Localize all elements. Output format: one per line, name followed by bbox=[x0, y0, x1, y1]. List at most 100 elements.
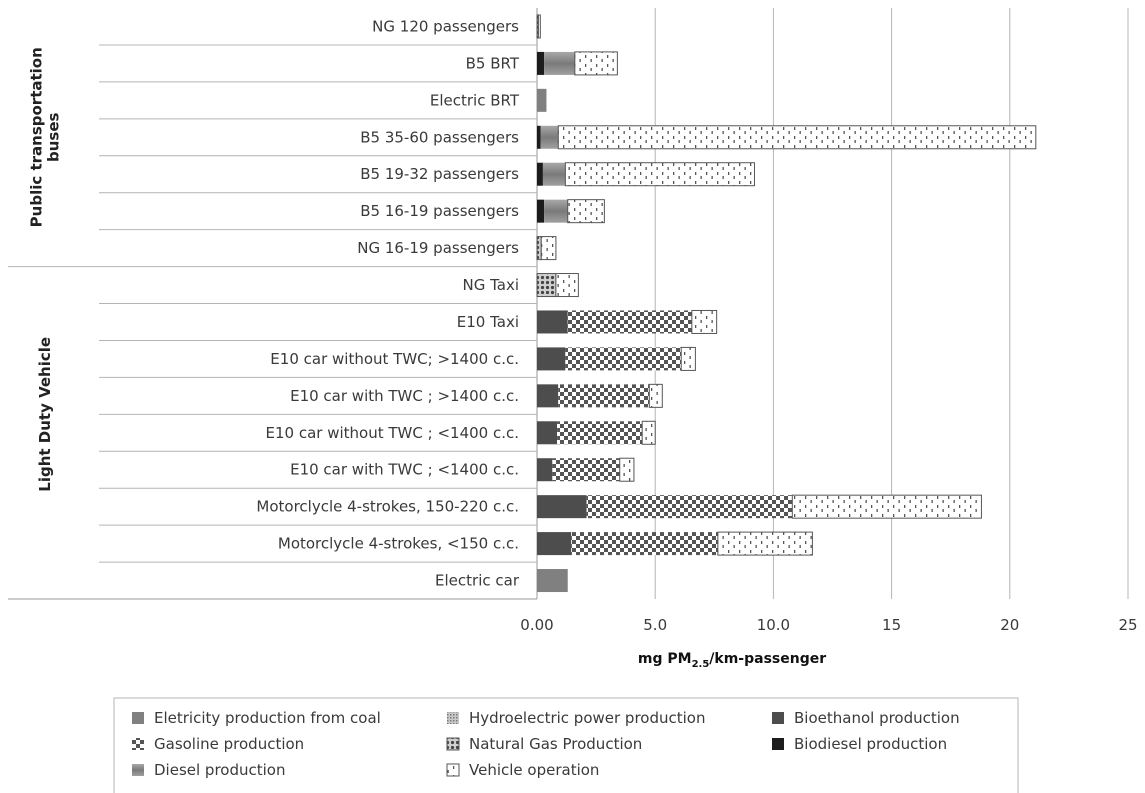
category-label: Motorclycle 4-strokes, <150 c.c. bbox=[278, 535, 519, 553]
legend-swatch bbox=[132, 712, 144, 724]
bar-segment bbox=[537, 199, 545, 223]
category-label: B5 BRT bbox=[466, 54, 520, 72]
legend-label: Eletricity production from coal bbox=[154, 709, 381, 727]
bar-segment bbox=[537, 310, 568, 334]
bar-segment bbox=[791, 494, 982, 519]
bar-segment bbox=[641, 420, 656, 445]
legend-label: Biodiesel production bbox=[794, 735, 947, 753]
category-label: B5 19-32 passengers bbox=[360, 165, 519, 183]
legend-label: Natural Gas Production bbox=[469, 735, 642, 753]
category-axis-frame bbox=[8, 8, 538, 600]
legend-item: Gasoline production bbox=[132, 735, 304, 753]
legend-label: Vehicle operation bbox=[469, 761, 599, 779]
group-label-line: Public transportation bbox=[28, 47, 46, 227]
category-label: NG Taxi bbox=[462, 276, 519, 294]
bar-segment bbox=[537, 569, 568, 593]
bar-segment bbox=[537, 162, 543, 186]
legend-label: Hydroelectric power production bbox=[469, 709, 705, 727]
x-tick-label: 20 bbox=[1000, 616, 1019, 634]
bar-segment bbox=[691, 309, 718, 334]
bar-segment bbox=[537, 347, 566, 371]
category-label: E10 car without TWC; >1400 c.c. bbox=[270, 350, 519, 368]
legend-item: Eletricity production from coal bbox=[132, 709, 381, 727]
x-tick-label: 25 bbox=[1118, 616, 1137, 634]
x-axis-title: mg PM2.5/km-passenger bbox=[638, 651, 826, 670]
category-label: B5 35-60 passengers bbox=[360, 128, 519, 146]
group-label: Light Duty Vehicle bbox=[36, 337, 54, 492]
bar-segment bbox=[558, 384, 650, 408]
bar-segment bbox=[574, 51, 618, 76]
bar-segment bbox=[537, 14, 541, 39]
legend-frame bbox=[113, 697, 1019, 793]
bar-segment bbox=[544, 199, 568, 223]
category-label: E10 car with TWC ; >1400 c.c. bbox=[290, 387, 519, 405]
category-label: B5 16-19 passengers bbox=[360, 202, 519, 220]
legend-swatch bbox=[446, 737, 460, 751]
legend-swatch bbox=[132, 738, 144, 750]
legend-swatch bbox=[772, 712, 784, 724]
legend-item: Hydroelectric power production bbox=[447, 709, 705, 727]
x-tick-label: 5.0 bbox=[643, 616, 667, 634]
legend-label: Bioethanol production bbox=[794, 709, 960, 727]
bar-segment bbox=[537, 51, 545, 75]
bar-segment bbox=[540, 125, 559, 149]
bar-segment bbox=[536, 273, 557, 298]
bar-segment bbox=[648, 383, 663, 408]
x-tick-label: 15 bbox=[882, 616, 901, 634]
legend-item: Vehicle operation bbox=[446, 761, 599, 779]
bar-segment bbox=[537, 88, 547, 112]
bar-segment bbox=[567, 310, 692, 334]
category-label: E10 car without TWC ; <1400 c.c. bbox=[266, 424, 519, 442]
legend-swatch bbox=[446, 763, 460, 777]
bar-segment bbox=[565, 347, 682, 371]
bar-segment bbox=[537, 458, 553, 482]
x-tick-label: 0.00 bbox=[520, 616, 553, 634]
category-label: Electric car bbox=[435, 572, 520, 590]
bar-segment bbox=[586, 495, 793, 519]
legend-item: Natural Gas Production bbox=[446, 735, 642, 753]
category-label: E10 Taxi bbox=[457, 313, 519, 331]
x-axis-title-subscript: 2.5 bbox=[692, 659, 710, 670]
legend-label: Diesel production bbox=[154, 761, 285, 779]
bar-segment bbox=[536, 236, 542, 261]
bar-segment bbox=[717, 531, 813, 556]
bar-segment bbox=[537, 125, 541, 149]
bar-segment bbox=[680, 346, 696, 371]
legend-item: Bioethanol production bbox=[772, 709, 960, 727]
bar-segments bbox=[536, 14, 1037, 593]
legend-item: Biodiesel production bbox=[772, 735, 947, 753]
bar-segment bbox=[619, 457, 635, 482]
group-labels: Public transportationbuses Light Duty Veh… bbox=[28, 47, 63, 492]
bar-segment bbox=[555, 273, 579, 298]
category-label: Motorclycle 4-strokes, 150-220 c.c. bbox=[256, 498, 519, 516]
legend-swatch bbox=[447, 712, 459, 724]
legend-label: Gasoline production bbox=[154, 735, 304, 753]
x-tick-label: 10.0 bbox=[757, 616, 790, 634]
group-label: Public transportationbuses bbox=[28, 47, 63, 227]
category-label: Electric BRT bbox=[430, 91, 520, 109]
bar-segment bbox=[564, 162, 755, 187]
group-label-line: Light Duty Vehicle bbox=[36, 337, 54, 492]
bar-segment bbox=[537, 495, 587, 519]
bar-segment bbox=[567, 199, 605, 224]
bar-segment bbox=[557, 125, 1037, 150]
x-axis-title-prefix: mg PM bbox=[638, 651, 692, 667]
bar-segment bbox=[540, 236, 557, 261]
legend: Eletricity production from coal Hydroelec… bbox=[113, 697, 1019, 793]
bar-segment bbox=[544, 51, 575, 75]
bar-segment bbox=[571, 532, 718, 556]
category-label: NG 16-19 passengers bbox=[357, 239, 519, 257]
category-label: E10 car with TWC ; <1400 c.c. bbox=[290, 461, 519, 479]
category-label: NG 120 passengers bbox=[372, 17, 519, 35]
x-axis-title-suffix: /km-passenger bbox=[709, 651, 826, 667]
x-tick-labels: 0.00 5.0 10.0 15 20 25 bbox=[520, 616, 1137, 634]
bar-segment bbox=[537, 421, 558, 445]
category-labels: NG 120 passengers B5 BRT Electric BRT B5 35… bbox=[256, 17, 519, 589]
bar-segment bbox=[557, 421, 643, 445]
legend-item: Diesel production bbox=[132, 761, 285, 779]
bar-segment bbox=[542, 162, 566, 186]
bar-segment bbox=[552, 458, 620, 482]
bar-segment bbox=[537, 532, 572, 556]
group-label-line: buses bbox=[45, 112, 63, 162]
